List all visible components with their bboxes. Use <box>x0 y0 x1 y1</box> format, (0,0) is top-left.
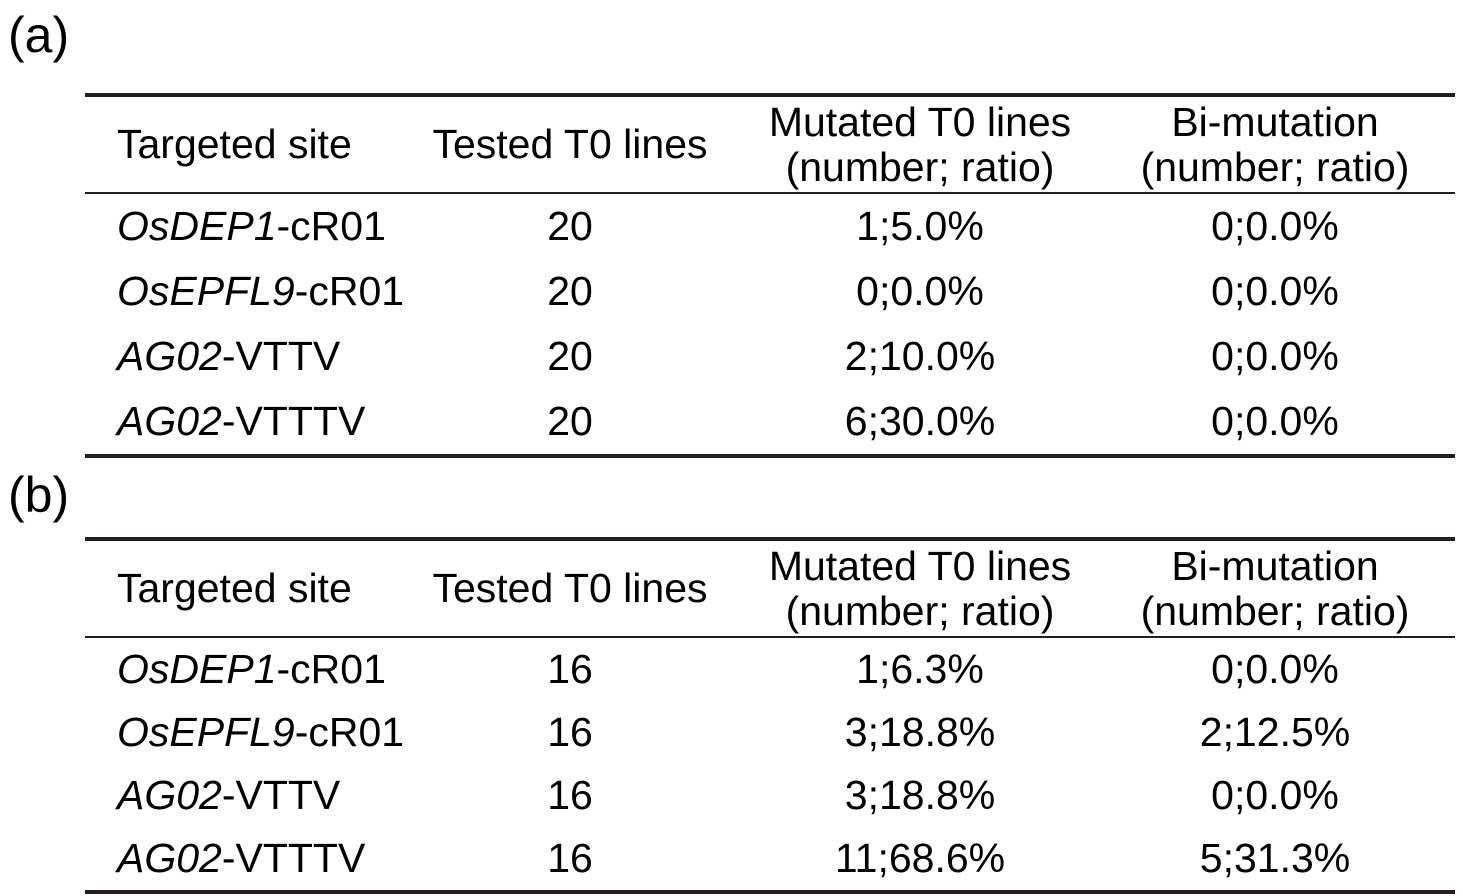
table-row: OsEPFL9-cR01 16 3;18.8% 2;12.5% <box>85 701 1455 764</box>
cell-tested-lines: 16 <box>547 772 593 818</box>
cell-bi-mutation: 0;0.0% <box>1211 268 1339 314</box>
site-suffix: -VTTTV <box>221 398 366 444</box>
header-bi-mutation: Bi-mutation (number; ratio) <box>1095 97 1455 192</box>
gene-name-italic: OsDEP1 <box>117 646 277 692</box>
table-row: OsEPFL9-cR01 20 0;0.0% 0;0.0% <box>85 259 1455 324</box>
cell-mutated-lines: 2;10.0% <box>844 333 996 379</box>
panel-a-table: Targeted site Tested T0 lines Mutated T0… <box>85 93 1455 458</box>
panel-a-label: (a) <box>8 7 70 63</box>
header-targeted-site: Targeted site <box>85 97 395 192</box>
cell-targeted-site: OsDEP1-cR01 <box>85 638 395 701</box>
table-row: AG02-VTTV 20 2;10.0% 0;0.0% <box>85 324 1455 389</box>
header-label: Targeted site <box>117 565 352 611</box>
site-suffix: -cR01 <box>294 709 405 755</box>
gene-name-italic: OsDEP1 <box>117 203 277 249</box>
table-row: AG02-VTTV 16 3;18.8% 0;0.0% <box>85 764 1455 827</box>
cell-tested-lines: 20 <box>547 398 593 444</box>
site-suffix: -cR01 <box>276 646 386 692</box>
cell-bi-mutation: 2;12.5% <box>1199 709 1351 755</box>
table-row: OsDEP1-cR01 20 1;5.0% 0;0.0% <box>85 194 1455 259</box>
cell-bi-mutation: 0;0.0% <box>1211 203 1339 249</box>
header-label-line2: (number; ratio) <box>1140 143 1410 190</box>
cell-tested-lines: 16 <box>547 646 593 692</box>
site-suffix: -VTTTV <box>221 835 366 881</box>
gene-name-italic: AG02 <box>117 772 222 818</box>
site-name: OsDEP1-cR01 <box>117 204 386 249</box>
cell-bi-mutation: 0;0.0% <box>1211 398 1339 444</box>
header-label-line2: (number; ratio) <box>785 143 1055 190</box>
site-name: AG02-VTTV <box>117 773 340 818</box>
cell-targeted-site: AG02-VTTV <box>85 764 395 827</box>
cell-targeted-site: OsEPFL9-cR01 <box>85 259 404 324</box>
cell-mutated-lines: 3;18.8% <box>844 772 996 818</box>
table-b-body: OsDEP1-cR01 16 1;6.3% 0;0.0% OsEPFL9-cR0… <box>85 638 1455 890</box>
table-b-header-row: Targeted site Tested T0 lines Mutated T0… <box>85 541 1455 638</box>
cell-mutated-lines: 11;68.6% <box>834 835 1006 881</box>
cell-mutated-lines: 1;5.0% <box>856 203 984 249</box>
site-name: OsEPFL9-cR01 <box>117 269 404 314</box>
header-label-line1: Bi-mutation <box>1171 542 1379 589</box>
header-label: Targeted site <box>117 121 352 167</box>
header-label: Tested T0 lines <box>432 565 708 611</box>
header-label-line2: (number; ratio) <box>1140 587 1410 634</box>
cell-mutated-lines: 6;30.0% <box>844 398 996 444</box>
header-label-line2: (number; ratio) <box>785 587 1055 634</box>
cell-mutated-lines: 0;0.0% <box>856 268 984 314</box>
site-name: AG02-VTTV <box>117 334 340 379</box>
header-tested-t0-lines: Tested T0 lines <box>395 97 745 192</box>
panel-b-table: Targeted site Tested T0 lines Mutated T0… <box>85 537 1455 894</box>
header-label-line1: Bi-mutation <box>1171 98 1379 145</box>
site-suffix: -VTTV <box>221 333 341 379</box>
cell-tested-lines: 20 <box>547 333 593 379</box>
gene-name-italic: OsEPFL9 <box>117 709 295 755</box>
site-name: AG02-VTTTV <box>117 399 365 444</box>
cell-targeted-site: AG02-VTTV <box>85 324 395 389</box>
cell-mutated-lines: 1;6.3% <box>856 646 984 692</box>
site-suffix: -cR01 <box>276 203 386 249</box>
table-row: OsDEP1-cR01 16 1;6.3% 0;0.0% <box>85 638 1455 701</box>
table-row: AG02-VTTTV 16 11;68.6% 5;31.3% <box>85 827 1455 890</box>
cell-tested-lines: 16 <box>547 709 593 755</box>
cell-tested-lines: 20 <box>547 203 593 249</box>
gene-name-italic: AG02 <box>117 333 222 379</box>
table-a-header-row: Targeted site Tested T0 lines Mutated T0… <box>85 97 1455 194</box>
header-tested-t0-lines: Tested T0 lines <box>395 541 745 636</box>
header-label: Tested T0 lines <box>432 121 708 167</box>
header-targeted-site: Targeted site <box>85 541 395 636</box>
cell-bi-mutation: 0;0.0% <box>1211 772 1339 818</box>
cell-bi-mutation: 5;31.3% <box>1199 835 1351 881</box>
site-suffix: -VTTV <box>221 772 341 818</box>
cell-tested-lines: 16 <box>547 835 593 881</box>
site-name: AG02-VTTTV <box>117 836 365 881</box>
site-suffix: -cR01 <box>294 268 405 314</box>
gene-name-italic: AG02 <box>117 398 222 444</box>
table-row: AG02-VTTTV 20 6;30.0% 0;0.0% <box>85 389 1455 454</box>
header-bi-mutation: Bi-mutation (number; ratio) <box>1095 541 1455 636</box>
cell-targeted-site: AG02-VTTTV <box>85 389 395 454</box>
header-label-line1: Mutated T0 lines <box>768 542 1072 589</box>
panel-b-label: (b) <box>8 467 70 523</box>
cell-mutated-lines: 3;18.8% <box>844 709 996 755</box>
header-label-line1: Mutated T0 lines <box>768 98 1072 145</box>
gene-name-italic: AG02 <box>117 835 222 881</box>
site-name: OsDEP1-cR01 <box>117 647 386 692</box>
cell-targeted-site: AG02-VTTTV <box>85 827 395 890</box>
cell-targeted-site: OsEPFL9-cR01 <box>85 701 404 764</box>
header-mutated-t0-lines: Mutated T0 lines (number; ratio) <box>745 97 1095 192</box>
site-name: OsEPFL9-cR01 <box>117 710 404 755</box>
cell-bi-mutation: 0;0.0% <box>1211 333 1339 379</box>
cell-tested-lines: 20 <box>547 268 593 314</box>
table-a-body: OsDEP1-cR01 20 1;5.0% 0;0.0% OsEPFL9-cR0… <box>85 194 1455 454</box>
cell-targeted-site: OsDEP1-cR01 <box>85 194 395 259</box>
gene-name-italic: OsEPFL9 <box>117 268 295 314</box>
header-mutated-t0-lines: Mutated T0 lines (number; ratio) <box>745 541 1095 636</box>
cell-bi-mutation: 0;0.0% <box>1211 646 1339 692</box>
